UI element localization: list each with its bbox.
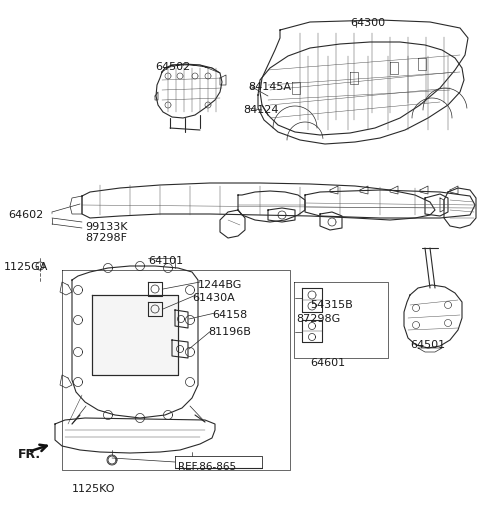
Text: 87298F: 87298F [85,233,127,243]
Text: 1125KO: 1125KO [72,484,116,494]
Text: 81196B: 81196B [208,327,251,337]
Text: 84124: 84124 [243,105,278,115]
Bar [92,295,178,375]
Text: 64158: 64158 [212,310,247,320]
Text: REF.86-865: REF.86-865 [178,462,236,472]
Text: 54315B: 54315B [310,300,353,310]
Text: 84145A: 84145A [248,82,291,92]
Text: 87298G: 87298G [296,314,340,324]
Text: 64502: 64502 [155,62,190,72]
Text: 64602: 64602 [8,210,43,220]
Text: 99133K: 99133K [85,222,128,232]
Text: 1125GA: 1125GA [4,262,48,272]
Text: 64501: 64501 [410,340,445,350]
Text: 64101: 64101 [148,256,183,266]
Text: 61430A: 61430A [192,293,235,303]
Text: 64300: 64300 [350,18,385,28]
Text: 64601: 64601 [310,358,345,368]
Text: 1244BG: 1244BG [198,280,242,290]
Text: FR.: FR. [18,448,41,461]
